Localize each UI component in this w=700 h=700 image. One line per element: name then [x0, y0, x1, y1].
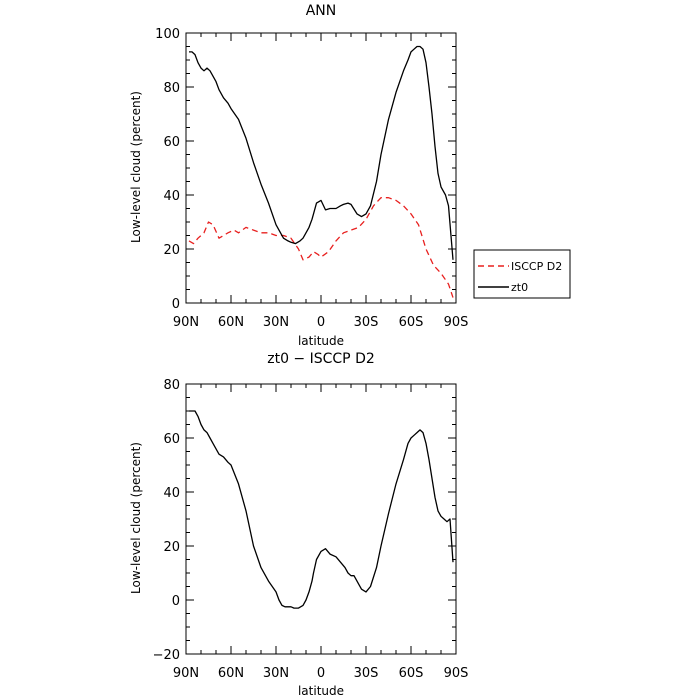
x-tick-label: 30S [354, 315, 379, 330]
legend-label-zt0: zt0 [511, 281, 528, 294]
x-tick-label: 30S [354, 666, 379, 681]
x-tick-label: 60S [399, 666, 424, 681]
x-tick-label: 90N [173, 315, 199, 330]
chart-panel-top: ANN Low-level cloud (percent) latitude I… [129, 3, 571, 348]
x-axis-label: latitude [298, 684, 344, 698]
y-axis-label: Low-level cloud (percent) [129, 91, 143, 243]
x-tick-label: 30N [263, 666, 289, 681]
plot-frame [185, 383, 457, 655]
series-line-isccp-d2 [188, 197, 454, 298]
series-line-difference [189, 410, 454, 609]
x-tick-label: 90N [173, 666, 199, 681]
y-tick-label: 80 [163, 378, 180, 393]
chart-title: zt0 − ISCCP D2 [267, 351, 375, 367]
x-tick-label: 90S [444, 666, 469, 681]
y-tick-label: 20 [163, 243, 180, 258]
y-tick-label: −20 [153, 648, 180, 663]
y-tick-label: 100 [155, 27, 180, 42]
y-tick-label: 40 [163, 189, 180, 204]
y-tick-label: 60 [163, 432, 180, 447]
legend-label-isccp: ISCCP D2 [511, 260, 562, 273]
legend-box [473, 249, 571, 299]
chart-panel-bottom: zt0 − ISCCP D2 Low-level cloud (percent)… [129, 351, 468, 698]
x-tick-label: 60S [399, 315, 424, 330]
x-tick-label: 60N [218, 315, 244, 330]
y-tick-label: 60 [163, 135, 180, 150]
x-tick-label: 90S [444, 315, 469, 330]
y-axis-label: Low-level cloud (percent) [129, 442, 143, 594]
legend: ISCCP D2 zt0 [473, 249, 571, 299]
x-axis-label: latitude [298, 334, 344, 348]
y-tick-label: 80 [163, 81, 180, 96]
y-tick-label: 20 [163, 540, 180, 555]
x-tick-label: 60N [218, 666, 244, 681]
y-tick-label: 0 [172, 594, 180, 609]
x-tick-label: 30N [263, 315, 289, 330]
series-line-zt0 [189, 45, 454, 260]
y-tick-label: 40 [163, 486, 180, 501]
chart-title: ANN [306, 3, 337, 19]
x-tick-label: 0 [317, 315, 325, 330]
x-tick-label: 0 [317, 666, 325, 681]
y-tick-label: 0 [172, 297, 180, 312]
plot-frame [185, 32, 457, 304]
